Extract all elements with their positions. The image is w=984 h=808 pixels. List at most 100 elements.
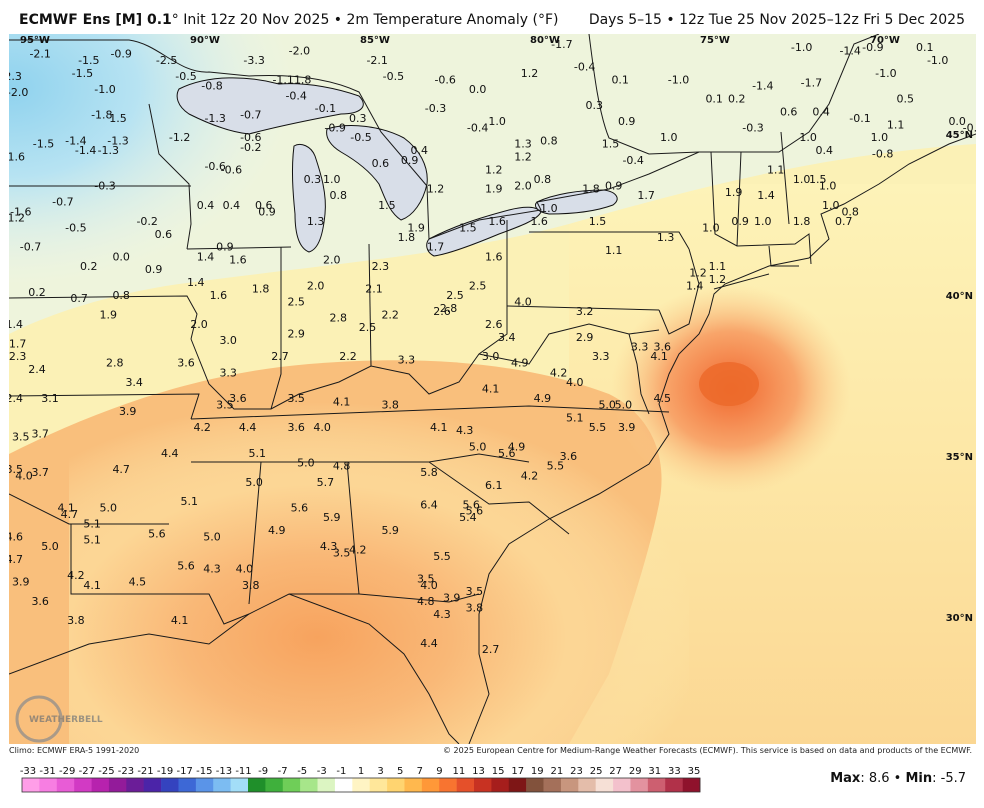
anomaly-value: 5.8 xyxy=(420,466,438,479)
anomaly-value: -1.0 xyxy=(668,73,689,86)
anomaly-value: 4.2 xyxy=(550,366,568,379)
anomaly-value: 1.2 xyxy=(427,183,445,196)
anomaly-value: 4.3 xyxy=(433,608,451,621)
anomaly-value: 1.0 xyxy=(323,173,341,186)
lake-huron xyxy=(326,125,428,221)
min-value: : -5.7 xyxy=(932,771,966,786)
lon-label: 70°W xyxy=(870,35,900,46)
anomaly-value: 3.5 xyxy=(9,463,23,476)
anomaly-value: 3.5 xyxy=(417,572,435,585)
anomaly-value: 3.3 xyxy=(398,353,416,366)
anomaly-value: 4.2 xyxy=(349,543,367,556)
anomaly-value: 2.9 xyxy=(287,328,305,341)
anomaly-value: -0.4 xyxy=(467,122,488,135)
anomaly-value: -0.6 xyxy=(240,131,261,144)
wisconsin-illinois xyxy=(186,246,292,250)
anomaly-value: 1.7 xyxy=(427,241,445,254)
anomaly-value: 4.1 xyxy=(430,421,448,434)
legend-tick-label: -17 xyxy=(177,766,193,777)
anomaly-value: 5.1 xyxy=(83,534,101,547)
anomaly-value: 4.1 xyxy=(57,502,75,515)
hot-anomaly-core xyxy=(699,362,759,406)
anomaly-value: -1.3 xyxy=(98,144,119,157)
legend-swatch xyxy=(474,778,492,792)
anomaly-value: 4.6 xyxy=(9,531,23,544)
anomaly-value: 5.0 xyxy=(469,440,487,453)
legend-swatch xyxy=(178,778,197,792)
anomaly-value: -0.9 xyxy=(324,122,345,135)
legend-ticks: -33 -31 -29 -27 -25 -23 -21 -19 -17 -15 -13 -11 -9 -7… xyxy=(20,766,701,777)
legend-swatch xyxy=(39,778,58,792)
anomaly-value: 1.2 xyxy=(689,267,707,280)
anomaly-value: 2.6 xyxy=(433,305,451,318)
anomaly-value: -0.6 xyxy=(204,160,225,173)
anomaly-value: 0.1 xyxy=(916,41,934,54)
anomaly-value: 0.8 xyxy=(534,173,552,186)
missouri-arkansas xyxy=(9,393,200,420)
anomaly-value: -0.7 xyxy=(240,109,261,122)
illinois-indiana xyxy=(270,247,282,410)
anomaly-value: 5.1 xyxy=(181,495,199,508)
anomaly-value: -0.6 xyxy=(221,163,242,176)
legend-tick-label: -33 xyxy=(20,766,36,777)
anomaly-value: -0.4 xyxy=(622,154,643,167)
anomaly-value: 3.6 xyxy=(31,595,49,608)
anomaly-value: 3.6 xyxy=(177,357,195,370)
anomaly-value: -1.4 xyxy=(839,44,860,57)
anomaly-value: 6.1 xyxy=(485,479,503,492)
anomaly-value: 4.1 xyxy=(482,382,500,395)
anomaly-value: -2.0 xyxy=(289,44,310,57)
anomaly-value: 1.8 xyxy=(582,183,600,196)
legend-tick-label: -27 xyxy=(79,766,95,777)
anomaly-value: 2.2 xyxy=(339,350,357,363)
anomaly-value: 0.4 xyxy=(816,144,834,157)
anomaly-value: -2.0 xyxy=(9,86,28,99)
legend-tick-label: -7 xyxy=(278,766,288,777)
anomaly-value: -1.3 xyxy=(107,134,128,147)
anomaly-value: -1.0 xyxy=(791,41,812,54)
max-min-stats: Max: 8.6 • Min: -5.7 xyxy=(830,771,966,786)
anomaly-value: -1.4 xyxy=(65,134,86,147)
anomaly-value: 4.1 xyxy=(83,579,101,592)
anomaly-value: 1.1 xyxy=(709,260,727,273)
anomaly-value: 1.2 xyxy=(521,67,539,80)
anomaly-value: 1.7 xyxy=(637,189,655,202)
watermark-globe-icon xyxy=(15,695,63,743)
nc-sc xyxy=(428,461,570,535)
anomaly-map: 45°N 40°N 35°N 30°N 95°W 90°W 85°W 80°W 75°W 70°W… xyxy=(9,34,976,744)
anomaly-value: 2.6 xyxy=(485,318,503,331)
anomaly-value: 1.9 xyxy=(407,221,425,234)
anomaly-value: 4.9 xyxy=(534,392,552,405)
anomaly-value: 2.5 xyxy=(359,321,377,334)
anomaly-value: 2.7 xyxy=(482,643,500,656)
anomaly-value: 5.0 xyxy=(203,531,221,544)
anomaly-value: 5.4 xyxy=(459,511,477,524)
legend-tick-label: 21 xyxy=(551,766,564,777)
anomaly-value: 0.0 xyxy=(948,115,966,128)
anomaly-value: 1.8 xyxy=(398,231,416,244)
anomaly-value: 5.1 xyxy=(249,447,267,460)
anomaly-value: 3.8 xyxy=(466,601,484,614)
anomaly-value: -1.6 xyxy=(9,151,25,164)
anomaly-value: 5.0 xyxy=(598,399,616,412)
map-title: ECMWF Ens [M] 0.1° Init 12z 20 Nov 2025 … xyxy=(19,12,558,28)
anomaly-value: -0.5 xyxy=(65,221,86,234)
anomaly-value: 5.6 xyxy=(148,527,166,540)
legend-swatch xyxy=(439,778,457,792)
lon-label: 75°W xyxy=(700,35,730,46)
anomaly-value: 1.5 xyxy=(109,112,127,125)
anomaly-value: 4.0 xyxy=(236,563,254,576)
anomaly-value: 4.8 xyxy=(333,460,351,473)
anomaly-value: 1.6 xyxy=(530,215,548,228)
anomaly-value: 0.9 xyxy=(258,205,276,218)
anomaly-value: 3.5 xyxy=(12,431,30,444)
legend-swatch xyxy=(108,778,127,792)
anomaly-value: 4.2 xyxy=(521,469,539,482)
anomaly-value: 0.9 xyxy=(401,154,419,167)
anomaly-value: -1.5 xyxy=(33,138,54,151)
anomaly-value: 4.0 xyxy=(313,421,331,434)
anomaly-value: 1.0 xyxy=(660,131,678,144)
anomaly-value: 0.6 xyxy=(255,199,273,212)
anomaly-value: 0.9 xyxy=(605,180,623,193)
oklahoma-texas xyxy=(9,493,169,525)
